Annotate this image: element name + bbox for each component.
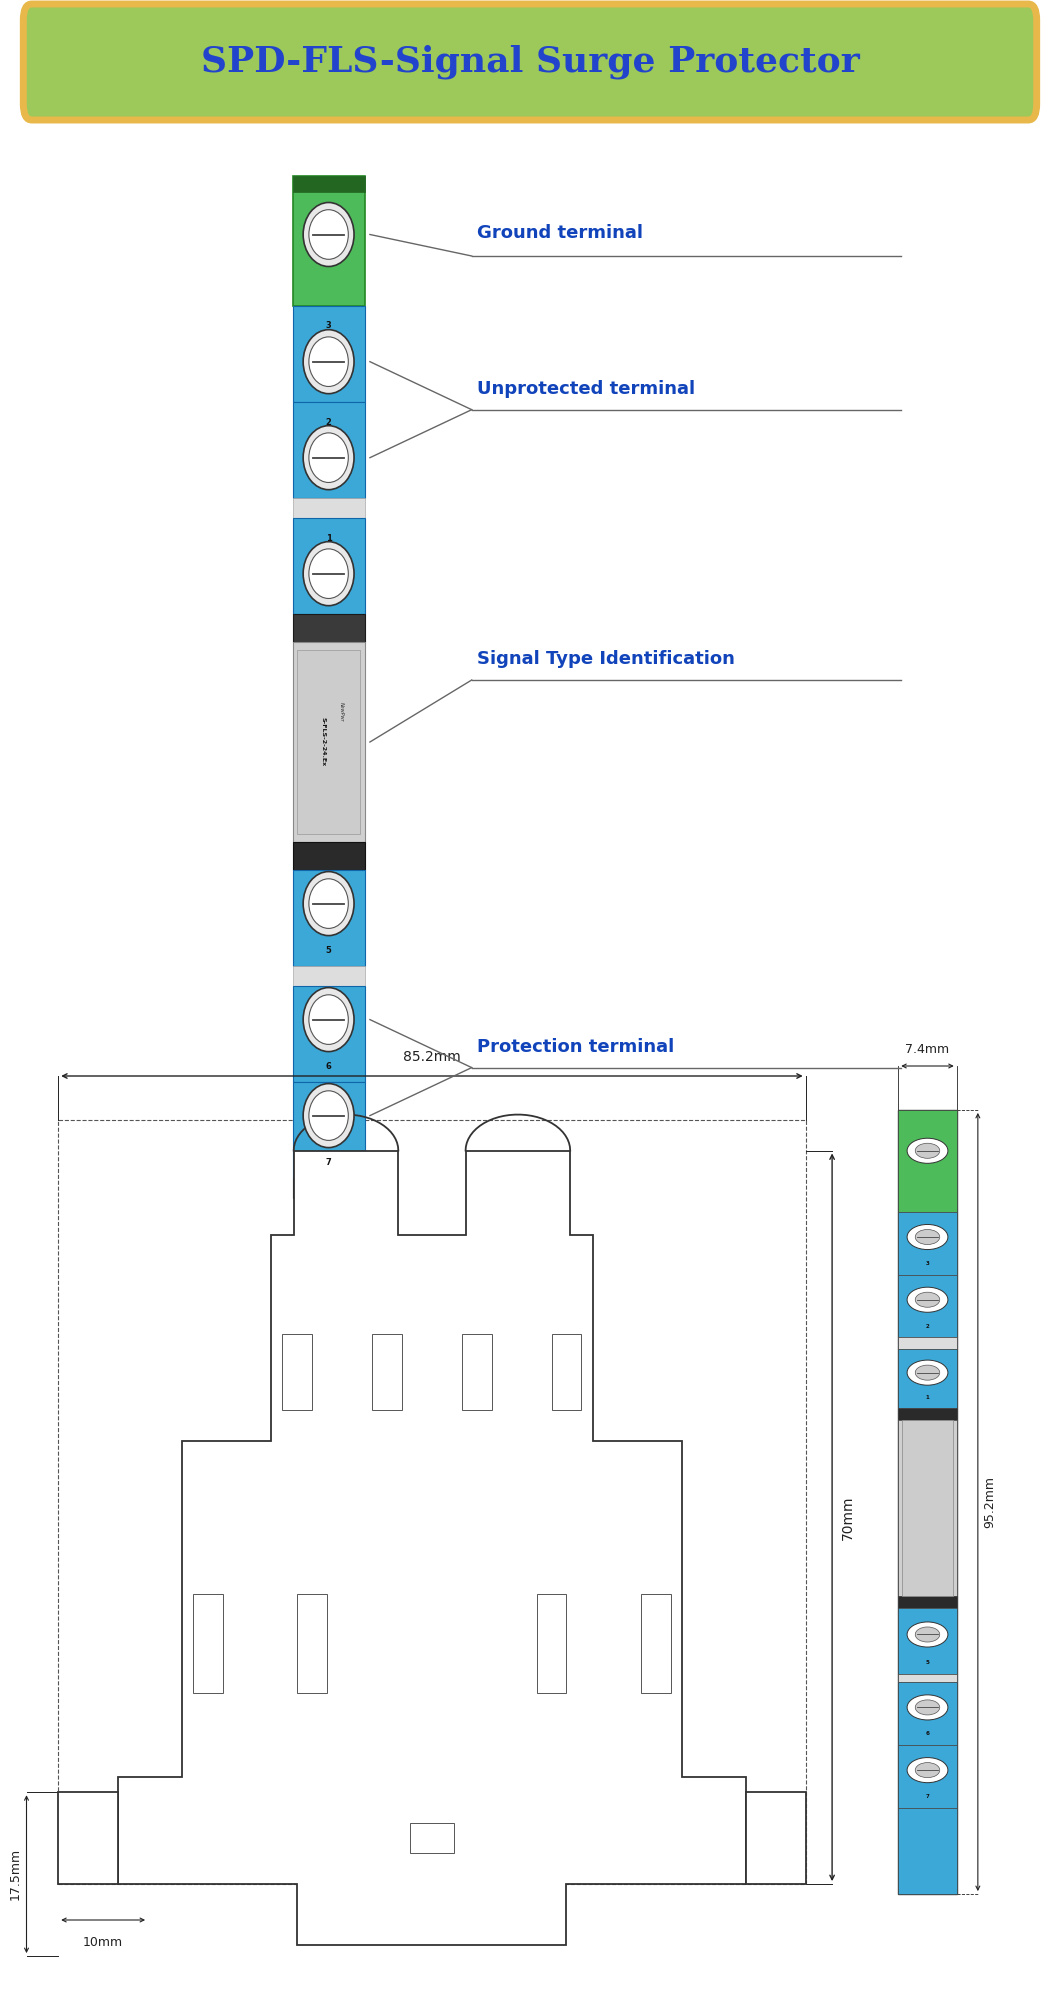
Ellipse shape (915, 1292, 940, 1308)
Ellipse shape (907, 1622, 948, 1648)
Bar (298, 1594, 328, 1692)
Bar (899, 1274, 957, 1338)
Ellipse shape (915, 1366, 940, 1380)
Text: 7: 7 (925, 1794, 930, 1798)
Bar (293, 870, 365, 966)
Bar (293, 518, 365, 614)
Text: 1: 1 (325, 534, 332, 542)
Bar (899, 1596, 957, 1608)
Bar (899, 1338, 957, 1350)
Ellipse shape (303, 330, 354, 394)
Ellipse shape (303, 202, 354, 266)
Bar (293, 642, 365, 842)
Bar (293, 1178, 365, 1198)
Text: 1: 1 (925, 1394, 930, 1400)
Ellipse shape (308, 336, 349, 386)
Bar (293, 614, 365, 642)
Ellipse shape (308, 432, 349, 482)
FancyBboxPatch shape (23, 4, 1037, 120)
Bar (282, 1334, 313, 1410)
Text: 5: 5 (325, 946, 332, 954)
Text: 3: 3 (325, 322, 332, 330)
Bar (409, 1822, 455, 1854)
Bar (293, 966, 365, 986)
Ellipse shape (907, 1138, 948, 1164)
Ellipse shape (308, 210, 349, 260)
Bar (641, 1594, 671, 1692)
Ellipse shape (308, 548, 349, 598)
Bar (58, 1792, 118, 1884)
Ellipse shape (303, 872, 354, 936)
Text: Unprotected terminal: Unprotected terminal (477, 380, 695, 398)
Ellipse shape (907, 1758, 948, 1782)
Text: Signal Type Identification: Signal Type Identification (477, 650, 735, 668)
Ellipse shape (915, 1230, 940, 1244)
Ellipse shape (915, 1762, 940, 1778)
Bar (899, 1746, 957, 1808)
Text: 2: 2 (325, 418, 332, 426)
Bar (293, 176, 365, 306)
Text: 5: 5 (925, 1660, 930, 1664)
Ellipse shape (308, 994, 349, 1044)
Ellipse shape (303, 542, 354, 606)
Polygon shape (118, 1150, 746, 1946)
Text: 17.5mm: 17.5mm (8, 1848, 21, 1900)
Ellipse shape (308, 878, 349, 928)
Text: 6: 6 (325, 1062, 332, 1070)
Bar (551, 1334, 582, 1410)
Text: Ground terminal: Ground terminal (477, 224, 643, 242)
Bar (293, 986, 365, 1082)
Bar (899, 1420, 957, 1596)
Ellipse shape (907, 1288, 948, 1312)
Bar (293, 306, 365, 402)
Bar (293, 498, 365, 518)
Bar (746, 1792, 806, 1884)
Text: 95.2mm: 95.2mm (984, 1476, 996, 1528)
Ellipse shape (915, 1700, 940, 1714)
Bar (901, 1420, 954, 1596)
Ellipse shape (308, 1090, 349, 1140)
Text: 10mm: 10mm (83, 1936, 123, 1948)
Ellipse shape (915, 1626, 940, 1642)
Ellipse shape (907, 1694, 948, 1720)
Text: 7.4mm: 7.4mm (905, 1042, 950, 1056)
Bar (293, 402, 365, 498)
Bar (293, 842, 365, 870)
Bar (899, 1682, 957, 1746)
Text: 6: 6 (925, 1732, 930, 1736)
Bar (462, 1334, 492, 1410)
Text: 3: 3 (925, 1260, 930, 1266)
Text: NewPwr: NewPwr (339, 702, 344, 722)
Bar (899, 1608, 957, 1674)
Ellipse shape (907, 1360, 948, 1386)
Bar (899, 1212, 957, 1274)
Ellipse shape (303, 426, 354, 490)
Bar (293, 1082, 365, 1178)
Bar (193, 1594, 223, 1692)
Ellipse shape (907, 1224, 948, 1250)
Text: 2: 2 (925, 1324, 930, 1328)
Ellipse shape (303, 1084, 354, 1148)
Text: 70mm: 70mm (841, 1496, 854, 1540)
Text: 85.2mm: 85.2mm (403, 1050, 461, 1064)
Bar (297, 650, 360, 834)
Bar (293, 176, 365, 192)
Bar (58, 1120, 806, 1884)
Bar (899, 1808, 957, 1894)
Bar (899, 1674, 957, 1682)
Bar (899, 1350, 957, 1408)
Bar (372, 1334, 402, 1410)
Ellipse shape (303, 988, 354, 1052)
Bar (899, 1408, 957, 1420)
Ellipse shape (915, 1144, 940, 1158)
Text: SPD-FLS-Signal Surge Protector: SPD-FLS-Signal Surge Protector (200, 44, 860, 80)
Bar (899, 1110, 957, 1212)
Bar (899, 1110, 957, 1894)
Text: S-FLS-2-24.Ex: S-FLS-2-24.Ex (320, 718, 325, 766)
Text: 7: 7 (325, 1158, 332, 1166)
Text: Protection terminal: Protection terminal (477, 1038, 674, 1056)
Bar (536, 1594, 566, 1692)
